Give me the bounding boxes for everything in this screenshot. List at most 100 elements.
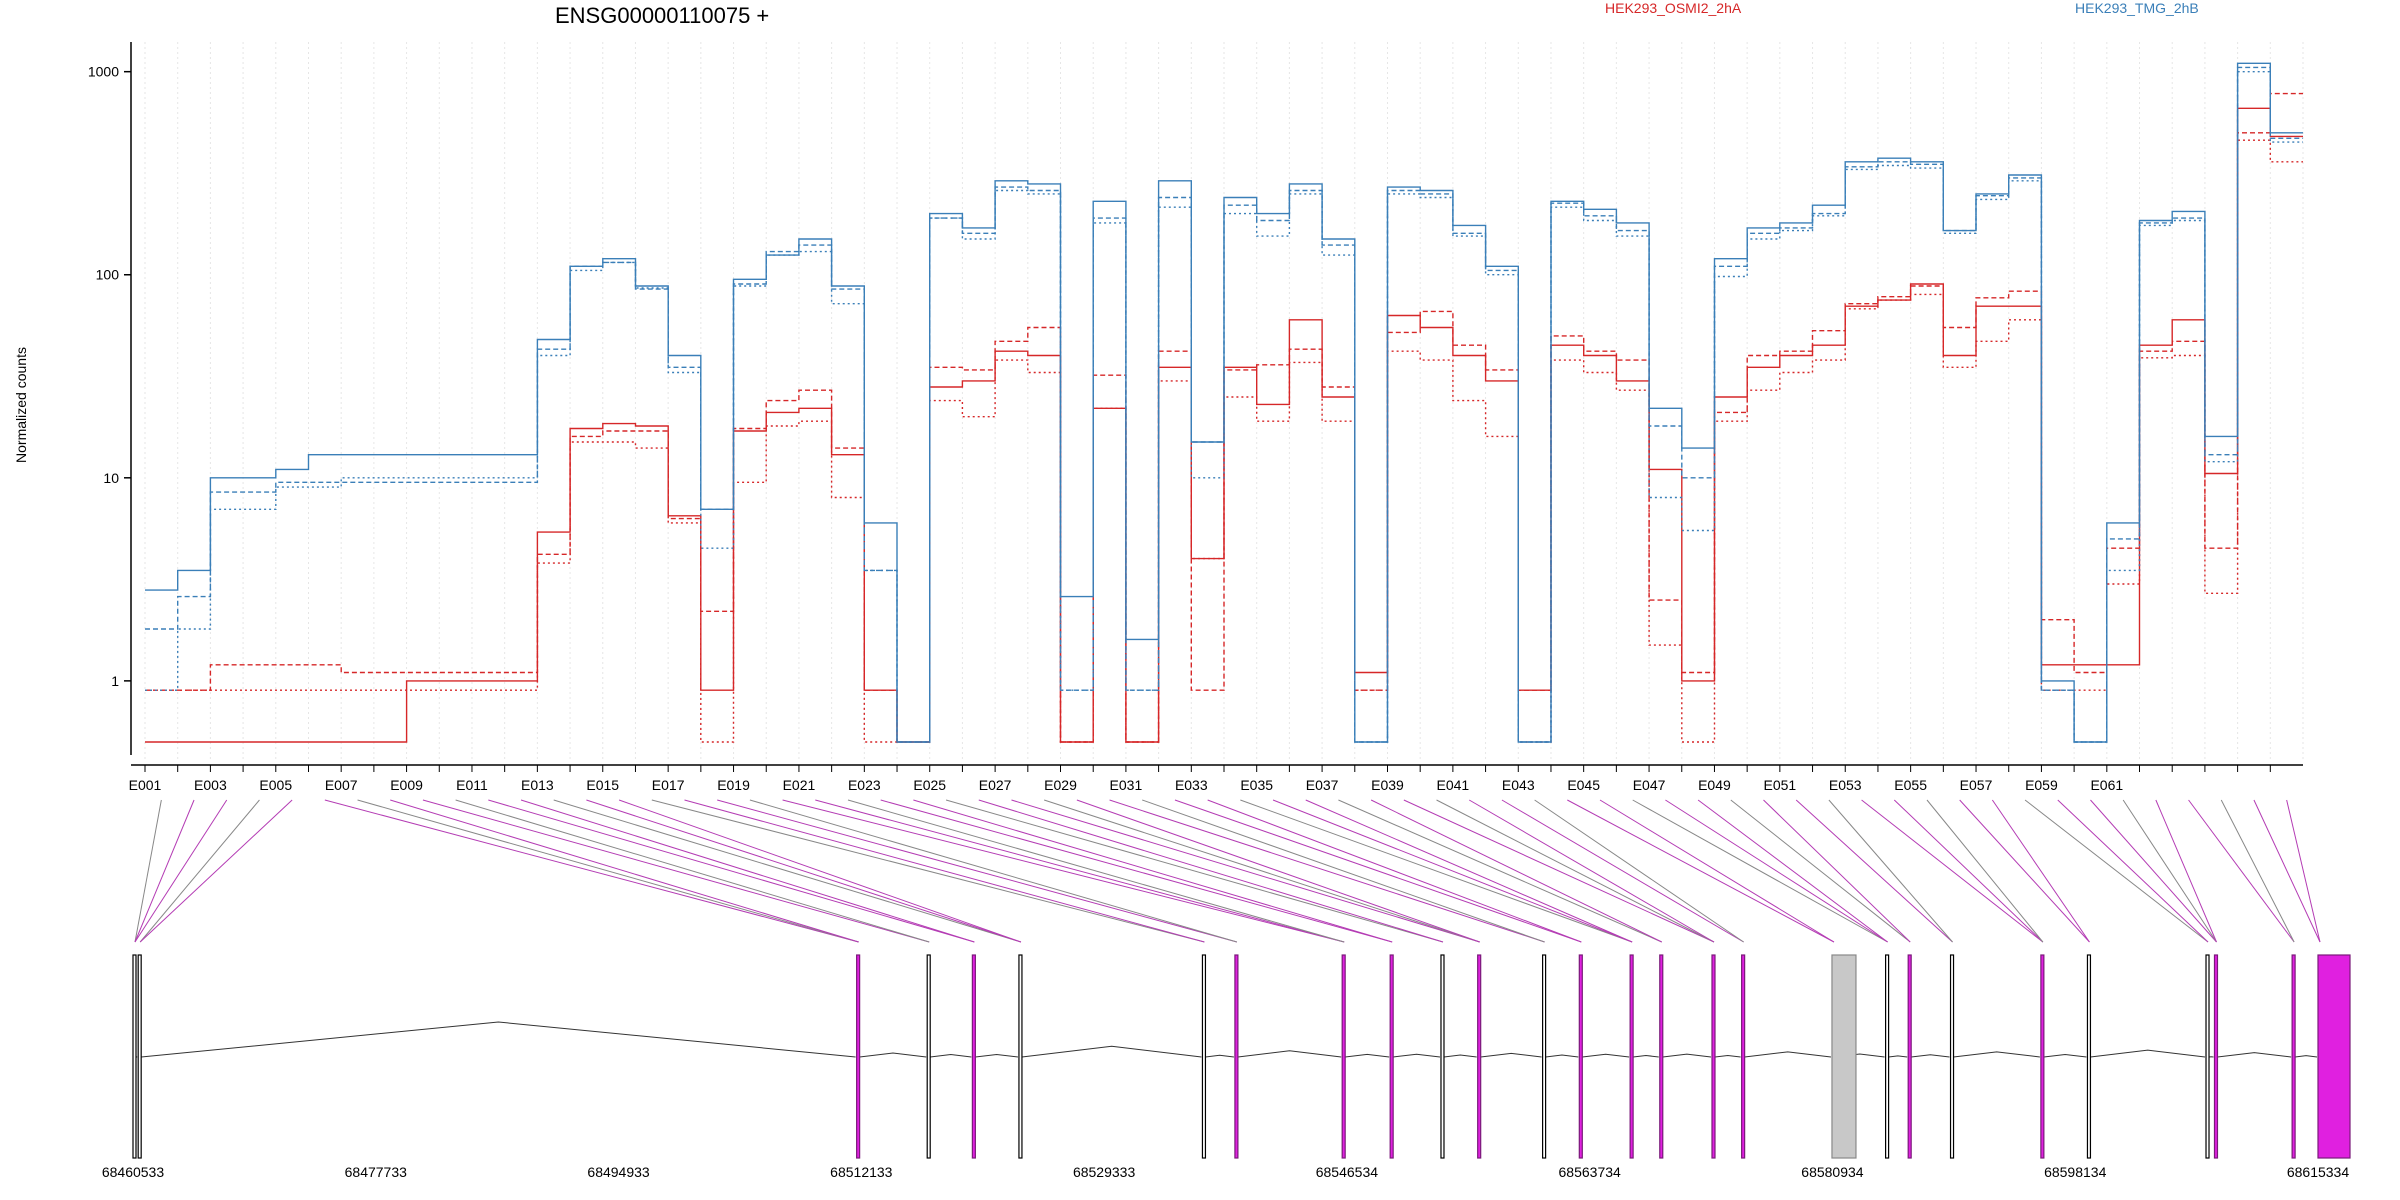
x-tick-label: E011 (456, 777, 488, 793)
intron-line (141, 1021, 856, 1058)
exon-connector (2286, 799, 2321, 943)
y-tick-label: 1 (111, 673, 119, 689)
exon-connector (782, 799, 1345, 943)
exon-block (1440, 954, 1445, 1159)
intron-line (1744, 1051, 1832, 1058)
exon-connector (1632, 799, 1888, 943)
intron-line (1237, 1050, 1342, 1058)
exon-block (1949, 954, 1955, 1159)
x-tick-label: E053 (1829, 777, 1862, 793)
exon-connector (913, 799, 1393, 943)
x-tick-label: E037 (1306, 777, 1339, 793)
exon-connector (1272, 799, 1633, 943)
exon-connector (1567, 799, 1835, 943)
gene-model-track (132, 954, 2351, 1159)
x-tick-label: E057 (1960, 777, 1993, 793)
intron-line (1662, 1053, 1712, 1058)
intron-line (1953, 1051, 2040, 1058)
exon-connector (1828, 799, 1953, 943)
exon-connector (945, 799, 1444, 943)
intron-line (2217, 1052, 2292, 1058)
x-tick-label: E055 (1894, 777, 1927, 793)
exon-connector (1142, 799, 1545, 943)
coordinate-label: 68494933 (587, 1164, 650, 1180)
exon-connector (134, 799, 162, 943)
osmi2-replicate-line (145, 107, 2303, 743)
exon-block (137, 954, 142, 1159)
exon-connector (978, 799, 1444, 943)
x-tick-label: E005 (259, 777, 292, 793)
exon-connector (1893, 799, 2044, 943)
exon-connector (1468, 799, 1715, 943)
exon-connector (847, 799, 1345, 943)
exon-connector (651, 799, 1205, 943)
intron-line (859, 1052, 927, 1058)
x-tick-label: E033 (1175, 777, 1208, 793)
y-axis-label: Normalized counts (13, 347, 29, 463)
intron-line (1205, 1054, 1234, 1058)
exon-connector (815, 799, 1345, 943)
exon-connector (139, 799, 293, 943)
exon-connector (139, 799, 260, 943)
intron-line (2043, 1053, 2087, 1058)
exon-connector (1599, 799, 1835, 943)
x-tick-label: E035 (1240, 777, 1273, 793)
x-tick-label: E001 (129, 777, 162, 793)
chart-title: ENSG00000110075 + (555, 3, 769, 28)
exon-connector-lines (134, 799, 2321, 943)
intron-line (1393, 1053, 1441, 1058)
intron-line (2090, 1049, 2206, 1058)
coordinate-label: 68546534 (1316, 1164, 1379, 1180)
exon-block (1831, 954, 1857, 1159)
exon-connector (2057, 799, 2209, 943)
exon-connector (1763, 799, 1911, 943)
exon-connector (717, 799, 1238, 943)
x-tick-label: E009 (390, 777, 423, 793)
exon-connector (1338, 799, 1662, 943)
coordinate-label: 68598134 (2044, 1164, 2107, 1180)
x-tick-label: E047 (1633, 777, 1666, 793)
x-tick-label: E007 (325, 777, 358, 793)
x-tick-label: E003 (194, 777, 227, 793)
intron-line (1480, 1052, 1542, 1058)
intron-line (1545, 1054, 1579, 1058)
intron-line (2295, 1055, 2318, 1058)
exon-connector (1436, 799, 1715, 943)
coordinate-label: 68460533 (102, 1164, 165, 1180)
legend-entry-tmg: HEK293_TMG_2hB (2075, 0, 2199, 16)
x-tick-label: E051 (1763, 777, 1796, 793)
exon-connector (880, 799, 1393, 943)
exon-connector (1011, 799, 1480, 943)
exon-connector (684, 799, 1205, 943)
osmi2-replicate-line (145, 92, 2303, 743)
exon-block (1477, 954, 1482, 1159)
intron-line (1582, 1053, 1630, 1058)
x-tick-label: E027 (979, 777, 1012, 793)
exon-connector (586, 799, 1022, 943)
x-tick-label: E061 (2090, 777, 2123, 793)
x-tick-label: E021 (783, 777, 816, 793)
y-tick-label: 100 (96, 267, 120, 283)
intron-line (1888, 1055, 1908, 1058)
exon-block (2086, 954, 2092, 1159)
exon-connector (455, 799, 930, 943)
exon-connector (1926, 799, 2044, 943)
exon-block (856, 954, 861, 1159)
x-tick-label: E029 (1044, 777, 1077, 793)
plot-area (130, 42, 2303, 766)
x-tick-label: E031 (1110, 777, 1143, 793)
exon-connector (1991, 799, 2090, 943)
exon-connector (1730, 799, 1911, 943)
y-tick-label: 1000 (88, 64, 119, 80)
exon-connector (134, 799, 195, 943)
exon-block (2291, 954, 2296, 1159)
x-tick-label: E043 (1502, 777, 1535, 793)
exon-connector (520, 799, 975, 943)
exon-connector (1174, 799, 1582, 943)
exon-block (1885, 954, 1890, 1159)
x-tick-label: E039 (1371, 777, 1404, 793)
exon-connector (2155, 799, 2217, 943)
exon-connector (2024, 799, 2209, 943)
exon-connector (1207, 799, 1582, 943)
